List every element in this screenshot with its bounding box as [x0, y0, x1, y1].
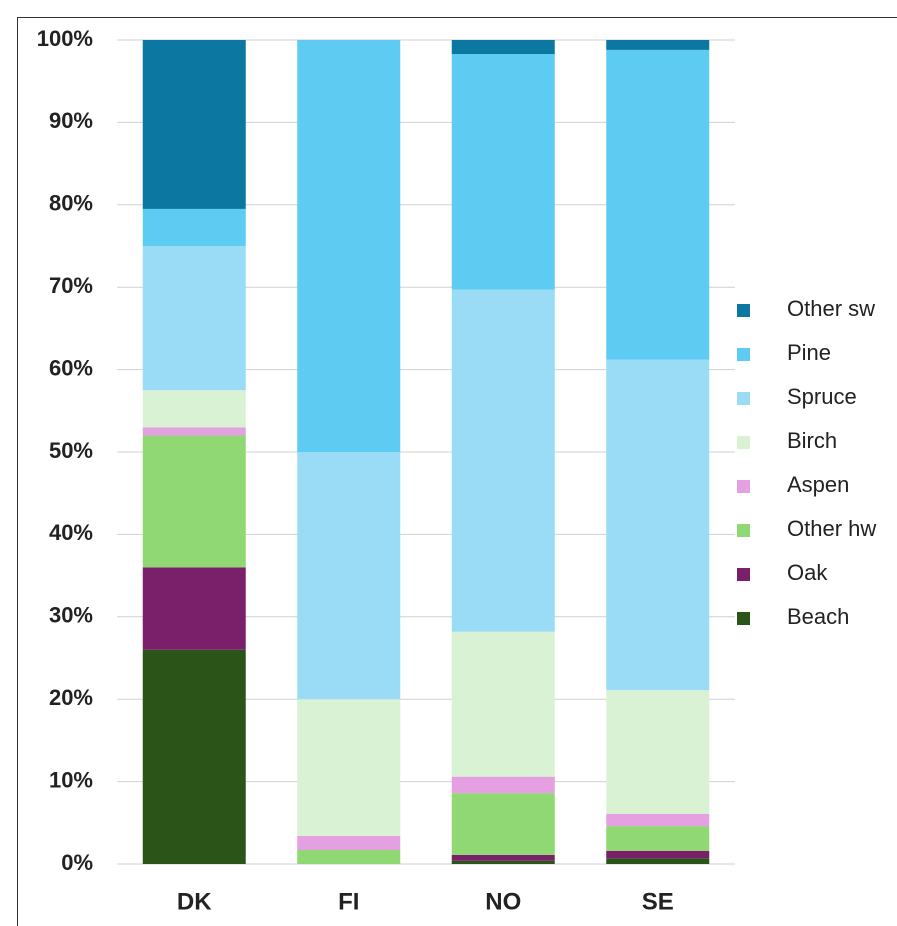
y-tick-label: 20%	[49, 685, 93, 710]
bar-segment	[606, 850, 710, 859]
bar-segment	[142, 40, 246, 209]
bar-segment	[451, 54, 555, 290]
bar-segment	[451, 40, 555, 55]
legend-label: Other sw	[787, 296, 875, 321]
bar-segment	[606, 690, 710, 814]
y-tick-label: 40%	[49, 520, 93, 545]
bar-segment	[606, 826, 710, 851]
bar-segment	[297, 452, 401, 700]
y-tick-label: 50%	[49, 438, 93, 463]
y-tick-label: 90%	[49, 108, 93, 133]
y-tick-label: 100%	[37, 26, 93, 51]
bar-segment	[142, 649, 246, 864]
legend-label: Spruce	[787, 384, 857, 409]
bar-segment	[142, 390, 246, 428]
bar-segment	[451, 631, 555, 777]
bar-segment	[297, 699, 401, 836]
bar-segment	[142, 435, 246, 568]
bar-segment	[606, 49, 710, 360]
bar-segment	[606, 40, 710, 50]
bar-segment	[606, 858, 710, 864]
legend-swatch	[737, 348, 750, 361]
y-tick-label: 80%	[49, 191, 93, 216]
y-tick-label: 10%	[49, 767, 93, 792]
legend-label: Oak	[787, 560, 828, 585]
legend-label: Aspen	[787, 472, 849, 497]
legend-swatch	[737, 524, 750, 537]
labels: 0% 10% 20% 30% 40% 50% 60% 70% 80% 90% 100% DK FI NO S…	[37, 26, 877, 916]
legend-label: Pine	[787, 340, 831, 365]
bar-segment	[297, 40, 401, 452]
legend-swatch	[737, 480, 750, 493]
legend-swatch	[737, 568, 750, 581]
legend-swatch	[737, 304, 750, 317]
y-tick-label: 30%	[49, 603, 93, 628]
bar-segment	[606, 359, 710, 691]
bar-segment	[142, 427, 246, 436]
bar-segment	[142, 567, 246, 650]
bar-segment	[606, 813, 710, 827]
bars	[142, 40, 710, 864]
legend-label: Other hw	[787, 516, 876, 541]
legend-swatch	[737, 392, 750, 405]
bar-segment	[451, 289, 555, 632]
x-tick-label: DK	[177, 888, 212, 915]
legend-swatch	[737, 436, 750, 449]
bar-segment	[297, 849, 401, 864]
legend-label: Beach	[787, 604, 849, 629]
legend-label: Birch	[787, 428, 837, 453]
bar-segment	[451, 854, 555, 861]
y-tick-label: 60%	[49, 355, 93, 380]
y-tick-label: 0%	[61, 850, 93, 875]
bar-segment	[451, 776, 555, 794]
x-tick-label: FI	[338, 888, 359, 915]
bar-segment	[451, 860, 555, 864]
bar-segment	[142, 208, 246, 246]
chart-frame	[17, 17, 897, 926]
bar-segment	[142, 246, 246, 391]
y-tick-label: 70%	[49, 273, 93, 298]
legend-swatch	[737, 612, 750, 625]
x-tick-label: SE	[642, 888, 674, 915]
bar-segment	[297, 835, 401, 850]
bar-segment	[451, 793, 555, 855]
x-tick-label: NO	[485, 888, 521, 915]
